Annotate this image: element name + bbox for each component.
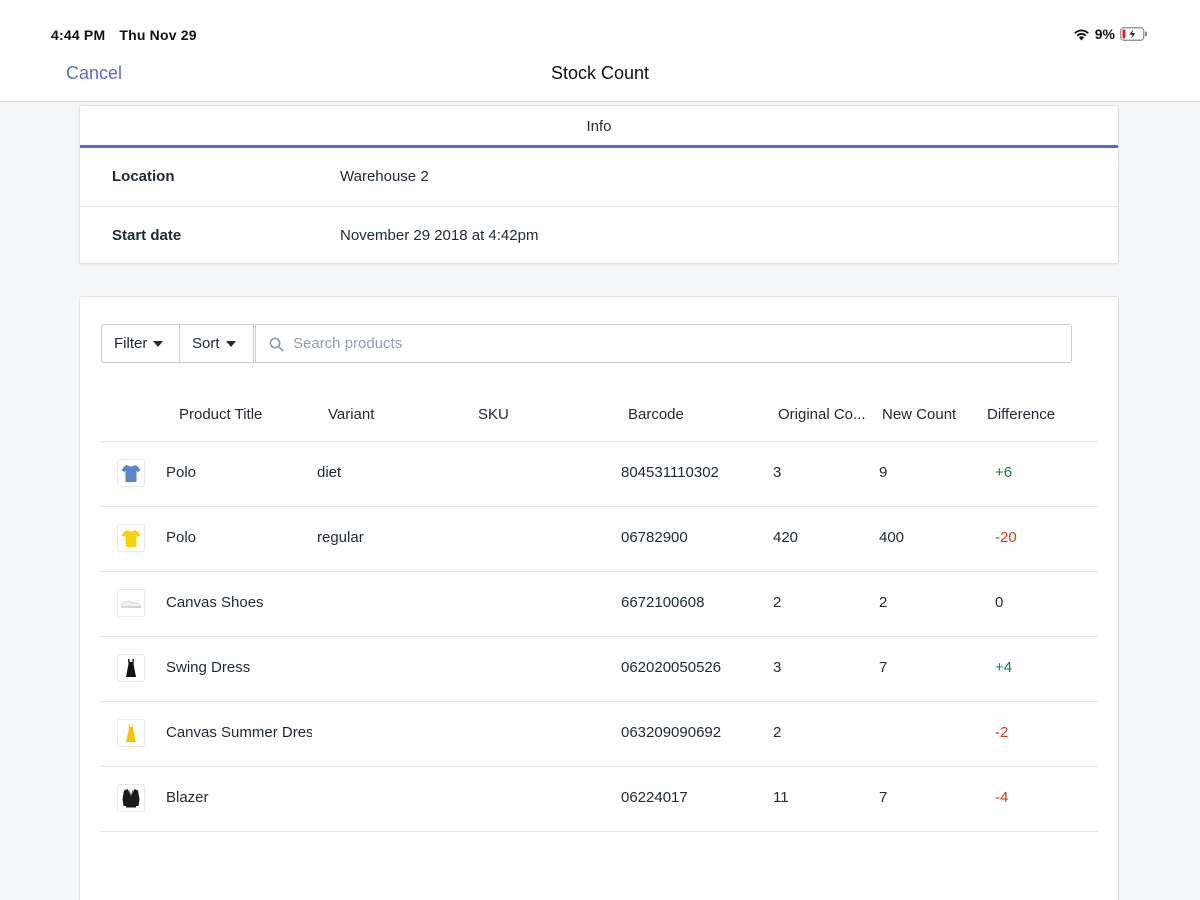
product-thumbnail (117, 784, 145, 812)
tab-info[interactable]: Info (80, 106, 1118, 148)
new-count: 7 (879, 659, 888, 676)
table-row[interactable]: Polo diet 804531110302 3 9 +6 (101, 442, 1098, 507)
original-count: 11 (773, 789, 789, 806)
product-title: Swing Dress (166, 659, 251, 676)
original-count: 420 (773, 529, 799, 546)
page-title: Stock Count (550, 63, 650, 83)
table-header: Product Title Variant SKU Barcode Origin… (101, 383, 1098, 442)
product-thumbnail (117, 524, 145, 552)
sort-button[interactable]: Sort (180, 324, 254, 363)
product-barcode: 06782900 (621, 529, 688, 546)
new-count: 9 (879, 464, 888, 481)
product-title: Polo (166, 464, 197, 481)
black-dress-icon (126, 659, 136, 677)
blazer-icon (122, 789, 140, 808)
status-time: 4:44 PM Thu Nov 29 (51, 27, 197, 43)
battery-icon (1120, 27, 1147, 41)
yellow-tshirt-icon (121, 530, 141, 547)
product-barcode: 804531110302 (621, 464, 719, 481)
toolbar: Filter Sort (101, 324, 254, 363)
top-bar: 4:44 PM Thu Nov 29 9% Cancel Stock Count (0, 0, 1200, 102)
start-date-label: Start date (112, 227, 182, 244)
header-sku[interactable]: SKU (478, 406, 509, 423)
caret-down-icon (225, 340, 236, 347)
header-variant[interactable]: Variant (328, 406, 375, 423)
product-thumbnail (117, 654, 145, 682)
product-thumbnail (117, 719, 145, 747)
new-count: 7 (879, 789, 888, 806)
difference: -2 (995, 724, 1009, 741)
product-title: Blazer (166, 789, 209, 806)
new-count: 2 (879, 594, 888, 611)
product-barcode: 063209090692 (621, 724, 722, 741)
caret-down-icon (153, 340, 164, 347)
product-thumbnail (117, 589, 145, 617)
table-row[interactable]: Canvas Summer Dress 063209090692 2 -2 (101, 702, 1098, 767)
search-icon (269, 337, 284, 352)
filter-label: Filter (114, 335, 148, 352)
wifi-icon (1073, 29, 1089, 40)
product-barcode: 062020050526 (621, 659, 722, 676)
original-count: 2 (773, 724, 782, 741)
table-row[interactable]: Swing Dress 062020050526 3 7 +4 (101, 637, 1098, 702)
yellow-dress-icon (126, 724, 136, 742)
status-date: Thu Nov 29 (119, 27, 197, 43)
info-row-location: Location Warehouse 2 (80, 148, 1118, 206)
product-barcode: 6672100608 (621, 594, 705, 611)
difference: 0 (995, 594, 1004, 611)
battery-percent: 9% (1094, 26, 1115, 42)
products-card: Filter Sort Product Title Variant SKU Ba… (79, 296, 1119, 900)
status-clock: 4:44 PM (51, 27, 106, 43)
product-variant: diet (317, 464, 342, 481)
new-count: 400 (879, 529, 905, 546)
cancel-button[interactable]: Cancel (66, 63, 123, 83)
difference: -20 (995, 529, 1017, 546)
info-card: Info Location Warehouse 2 Start date Nov… (79, 105, 1119, 264)
filter-button[interactable]: Filter (101, 324, 180, 363)
original-count: 3 (773, 659, 782, 676)
shoe-icon (121, 600, 141, 608)
status-indicators: 9% (1073, 26, 1148, 42)
table-row[interactable]: Blazer 06224017 11 7 -4 (101, 767, 1098, 832)
header-new-count[interactable]: New Count (882, 406, 957, 423)
header-barcode[interactable]: Barcode (628, 406, 684, 423)
search-input[interactable] (293, 325, 1053, 362)
blue-tshirt-icon (121, 465, 141, 482)
info-row-start-date: Start date November 29 2018 at 4:42pm (80, 206, 1118, 264)
original-count: 2 (773, 594, 782, 611)
product-title: Canvas Summer Dress (166, 724, 312, 741)
start-date-value: November 29 2018 at 4:42pm (340, 227, 539, 244)
search-box[interactable] (255, 324, 1072, 363)
products-table: Product Title Variant SKU Barcode Origin… (101, 383, 1098, 832)
sort-label: Sort (192, 335, 220, 352)
difference: +6 (995, 464, 1013, 481)
product-title: Polo (166, 529, 197, 546)
difference: -4 (995, 789, 1009, 806)
product-thumbnail (117, 459, 145, 487)
original-count: 3 (773, 464, 782, 481)
product-variant: regular (317, 529, 364, 546)
product-title: Canvas Shoes (166, 594, 264, 611)
difference: +4 (995, 659, 1013, 676)
product-barcode: 06224017 (621, 789, 688, 806)
header-original-count[interactable]: Original Co... (778, 406, 866, 423)
table-row[interactable]: Polo regular 06782900 420 400 -20 (101, 507, 1098, 572)
header-difference[interactable]: Difference (987, 406, 1056, 423)
location-value: Warehouse 2 (340, 168, 429, 185)
table-row[interactable]: Canvas Shoes 6672100608 2 2 0 (101, 572, 1098, 637)
header-product-title[interactable]: Product Title (179, 406, 263, 423)
location-label: Location (112, 168, 175, 185)
